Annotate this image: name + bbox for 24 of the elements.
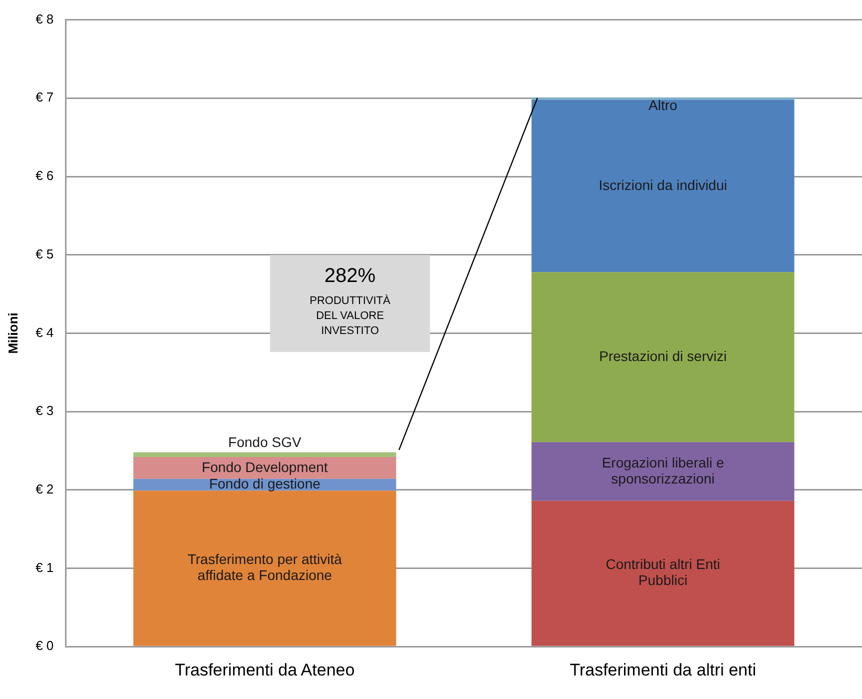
y-tick-label: € 1 bbox=[36, 560, 54, 575]
y-tick-label: € 8 bbox=[36, 11, 54, 26]
series-label: Prestazioni di servizi bbox=[599, 348, 727, 364]
y-tick-label: € 7 bbox=[36, 90, 54, 105]
callout-box: 282% PRODUTTIVITÀ DEL VALORE INVESTITO bbox=[270, 255, 430, 352]
series-label: Fondo di gestione bbox=[209, 476, 321, 492]
y-tick-label: € 0 bbox=[36, 638, 54, 654]
y-tick-label: € 6 bbox=[36, 168, 54, 184]
y-tick-label: € 4 bbox=[36, 324, 54, 340]
y-tick-label: € 2 bbox=[36, 481, 54, 496]
series-label: Iscrizioni da individui bbox=[598, 176, 728, 193]
series-label: Trasferimento per attività affidate a Fondazione bbox=[188, 551, 342, 584]
series-label: Fondo SGV bbox=[228, 434, 302, 450]
annotation: PRODUTTIVITÀ DEL VALORE INVESTITO bbox=[308, 294, 392, 339]
series-label: Contributi altri Enti Pubblici bbox=[606, 556, 720, 588]
y-tick-label: € 3 bbox=[36, 403, 54, 418]
x-tick-label: Trasferimenti da Ateneo bbox=[174, 660, 355, 680]
series-label: Altro bbox=[648, 97, 678, 114]
series-label: Erogazioni liberali e sponsorizzazioni bbox=[602, 454, 724, 486]
x-tick-label: Trasferimenti da altri enti bbox=[570, 660, 756, 680]
y-axis-title: Milioni bbox=[5, 312, 20, 354]
y-tick-label: € 5 bbox=[36, 246, 54, 262]
series-label: Fondo Development bbox=[202, 458, 328, 475]
annotation: 282% bbox=[323, 265, 377, 288]
